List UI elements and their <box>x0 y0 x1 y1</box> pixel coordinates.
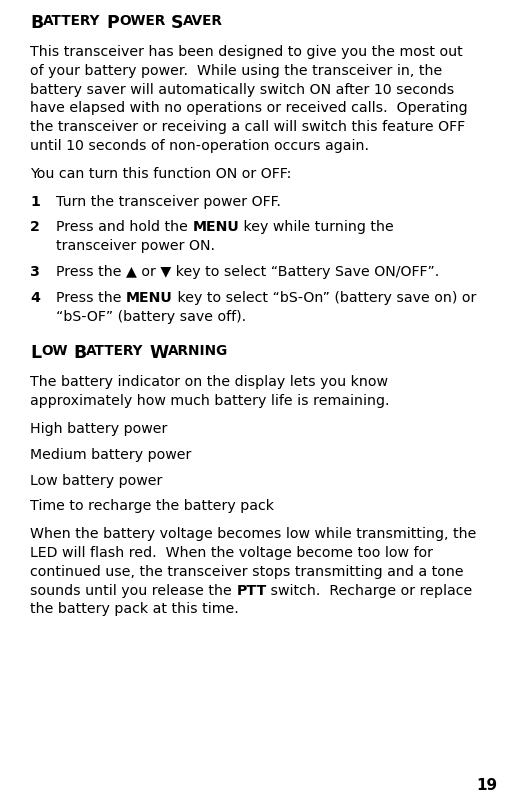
Text: of your battery power.  While using the transceiver in, the: of your battery power. While using the t… <box>30 64 442 78</box>
Text: key while turning the: key while turning the <box>239 221 394 234</box>
Text: key to select “bS-On” (battery save on) or: key to select “bS-On” (battery save on) … <box>173 291 476 305</box>
Text: W: W <box>149 344 169 363</box>
Text: The battery indicator on the display lets you know: The battery indicator on the display let… <box>30 376 388 389</box>
Text: until 10 seconds of non-operation occurs again.: until 10 seconds of non-operation occurs… <box>30 139 369 153</box>
Text: When the battery voltage becomes low while transmitting, the: When the battery voltage becomes low whi… <box>30 527 476 541</box>
Text: the battery pack at this time.: the battery pack at this time. <box>30 603 239 617</box>
Text: MENU: MENU <box>126 291 173 305</box>
Text: Press the: Press the <box>56 291 126 305</box>
Text: AVER: AVER <box>183 14 223 28</box>
Text: PTT: PTT <box>236 583 267 598</box>
Text: Medium battery power: Medium battery power <box>30 448 192 462</box>
Text: You can turn this function ON or OFF:: You can turn this function ON or OFF: <box>30 166 291 181</box>
Text: Press and hold the: Press and hold the <box>56 221 192 234</box>
Text: 4: 4 <box>30 291 40 305</box>
Text: the transceiver or receiving a call will switch this feature OFF: the transceiver or receiving a call will… <box>30 120 465 134</box>
Text: OW: OW <box>41 344 68 359</box>
Text: P: P <box>106 14 119 32</box>
Text: High battery power: High battery power <box>30 422 167 436</box>
Text: 2: 2 <box>30 221 40 234</box>
Text: B: B <box>73 344 87 363</box>
Text: LED will flash red.  When the voltage become too low for: LED will flash red. When the voltage bec… <box>30 546 433 560</box>
Text: This transceiver has been designed to give you the most out: This transceiver has been designed to gi… <box>30 45 463 59</box>
Text: 1: 1 <box>30 195 40 208</box>
Text: continued use, the transceiver stops transmitting and a tone: continued use, the transceiver stops tra… <box>30 565 464 579</box>
Text: 19: 19 <box>476 778 497 793</box>
Text: Low battery power: Low battery power <box>30 473 162 487</box>
Text: OWER: OWER <box>119 14 165 28</box>
Text: approximately how much battery life is remaining.: approximately how much battery life is r… <box>30 394 390 408</box>
Text: ATTERY: ATTERY <box>87 344 144 359</box>
Text: 3: 3 <box>30 265 40 279</box>
Text: sounds until you release the: sounds until you release the <box>30 583 236 598</box>
Text: MENU: MENU <box>192 221 239 234</box>
Text: Time to recharge the battery pack: Time to recharge the battery pack <box>30 499 274 513</box>
Text: ARNING: ARNING <box>169 344 228 359</box>
Text: ATTERY: ATTERY <box>43 14 101 28</box>
Text: battery saver will automatically switch ON after 10 seconds: battery saver will automatically switch … <box>30 82 454 97</box>
Text: transceiver power ON.: transceiver power ON. <box>56 239 215 253</box>
Text: S: S <box>171 14 183 32</box>
Text: have elapsed with no operations or received calls.  Operating: have elapsed with no operations or recei… <box>30 101 468 116</box>
Text: “bS-OF” (battery save off).: “bS-OF” (battery save off). <box>56 309 246 323</box>
Text: L: L <box>30 344 41 363</box>
Text: B: B <box>30 14 43 32</box>
Text: Turn the transceiver power OFF.: Turn the transceiver power OFF. <box>56 195 281 208</box>
Text: switch.  Recharge or replace: switch. Recharge or replace <box>267 583 472 598</box>
Text: Press the ▲ or ▼ key to select “Battery Save ON/OFF”.: Press the ▲ or ▼ key to select “Battery … <box>56 265 439 279</box>
